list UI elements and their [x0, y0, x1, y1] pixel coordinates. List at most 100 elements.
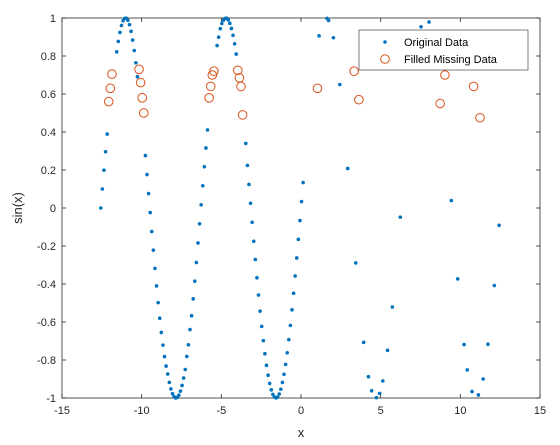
- original-data-point: [234, 52, 239, 56]
- y-tick-label: 1: [50, 13, 56, 25]
- y-tick-label: -0.2: [37, 241, 56, 253]
- filled-missing-data-point: [233, 65, 243, 76]
- y-tick-label: -0.8: [37, 355, 56, 367]
- original-data-point: [103, 149, 108, 154]
- original-data-point: [291, 291, 296, 296]
- original-data-point: [258, 309, 262, 313]
- original-data-point: [326, 18, 331, 23]
- original-data-point: [194, 260, 199, 265]
- filled-missing-data-point: [107, 69, 117, 79]
- x-tick-label: 0: [298, 405, 304, 417]
- original-data-point: [277, 392, 282, 396]
- original-data-point: [251, 239, 256, 244]
- original-data-point: [301, 180, 305, 185]
- original-data-point: [98, 206, 103, 210]
- y-ticks: -1 -0.8 -0.6 -0.4 -0.2 0 0.2 0.4 0.6 0.8 1: [37, 13, 540, 405]
- original-data-point: [127, 22, 132, 27]
- legend-filled-label: Filled Missing Data: [404, 54, 498, 66]
- original-data-point: [419, 24, 423, 29]
- original-data-point: [126, 18, 130, 23]
- x-tick-label: -15: [54, 405, 70, 417]
- filled-missing-data-point: [440, 70, 450, 80]
- x-tick-label: 15: [534, 405, 546, 417]
- original-data-point: [263, 351, 267, 356]
- original-data-point: [455, 277, 460, 281]
- filled-missing-data-point: [435, 98, 445, 109]
- original-data-point: [476, 393, 481, 397]
- original-data-point: [167, 380, 172, 385]
- original-data-point: [149, 229, 154, 234]
- original-data-point: [135, 74, 140, 79]
- original-data-point: [280, 380, 285, 385]
- original-data-point: [100, 187, 105, 191]
- original-data-point: [243, 141, 248, 146]
- original-data-point: [169, 387, 173, 391]
- filled-missing-data-point: [135, 77, 146, 88]
- y-tick-label: 0: [50, 203, 56, 215]
- original-data-point: [294, 256, 299, 260]
- original-data-point: [286, 337, 291, 342]
- original-data-point: [154, 284, 159, 288]
- filled-missing-data-point: [349, 66, 359, 76]
- original-data-point: [146, 191, 151, 196]
- original-data-point: [288, 323, 293, 328]
- original-data-point: [162, 354, 167, 359]
- filled-missing-data-point: [237, 110, 248, 120]
- original-data-point: [253, 257, 258, 262]
- filled-missing-data-point: [475, 112, 485, 123]
- original-data-point: [204, 146, 208, 150]
- filled-missing-data-point: [209, 66, 219, 76]
- original-data-point: [256, 293, 261, 297]
- filled-missing-data-point: [137, 93, 148, 103]
- y-tick-label: 0.2: [41, 165, 56, 177]
- original-data-point: [337, 82, 342, 87]
- original-data-point: [114, 50, 119, 54]
- original-data-point: [290, 308, 294, 312]
- original-data-point: [296, 237, 301, 242]
- original-data-point: [492, 283, 497, 288]
- x-axis-label: x: [298, 425, 305, 440]
- original-data-point: [279, 387, 283, 392]
- series-filled-missing-data: [103, 64, 485, 123]
- original-data-point: [185, 354, 189, 359]
- original-data-point: [282, 372, 286, 377]
- original-data-point: [188, 327, 192, 332]
- filled-missing-data-point: [205, 81, 216, 92]
- y-axis-label: sin(x): [10, 192, 25, 224]
- original-data-point: [462, 342, 466, 347]
- filled-missing-data-point: [134, 64, 144, 75]
- original-data-point: [129, 29, 133, 34]
- original-data-point: [196, 241, 200, 245]
- original-data-point: [250, 220, 254, 225]
- original-data-point: [170, 391, 175, 396]
- original-data-point: [145, 172, 149, 177]
- filled-missing-data-point: [312, 83, 323, 94]
- original-data-point: [215, 43, 219, 48]
- original-data-point: [156, 300, 160, 305]
- filled-missing-data-point: [204, 93, 214, 103]
- original-data-point: [226, 18, 231, 22]
- y-tick-label: 0.6: [41, 89, 56, 101]
- plot-area: [61, 17, 541, 399]
- original-data-point: [465, 368, 470, 372]
- y-tick-label: -1: [46, 393, 56, 405]
- original-data-point: [232, 42, 237, 46]
- legend: Original Data Filled Missing Data: [358, 29, 529, 71]
- original-data-point: [398, 215, 403, 219]
- original-data-point: [118, 30, 122, 35]
- original-data-point: [202, 164, 207, 169]
- original-data-point: [205, 128, 210, 132]
- filled-missing-data-point: [354, 94, 364, 105]
- original-data-point: [231, 33, 235, 38]
- original-data-point: [449, 198, 454, 203]
- original-data-point: [161, 343, 165, 347]
- original-data-point: [189, 313, 194, 318]
- original-data-point: [197, 221, 202, 226]
- original-data-point: [134, 61, 138, 65]
- original-data-point: [264, 363, 269, 368]
- original-data-point: [331, 35, 336, 40]
- original-data-point: [130, 38, 135, 42]
- original-data-point: [259, 324, 264, 329]
- original-data-point: [267, 381, 272, 386]
